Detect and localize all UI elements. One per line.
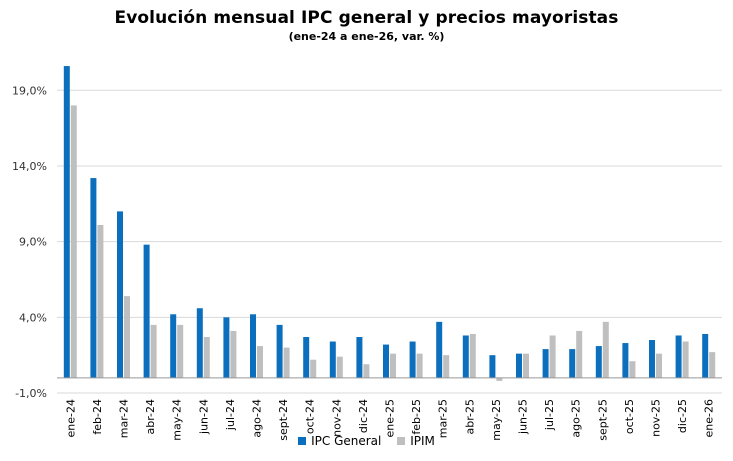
bar-ipc-mar-24 (117, 211, 123, 378)
gridlines (57, 89, 722, 394)
bar-ipc-jun-24 (196, 308, 203, 378)
bar-ipim-feb-25 (416, 353, 423, 378)
bar-ipim-nov-25 (656, 353, 662, 378)
x-tick-label: oct-24 (304, 399, 317, 434)
bar-ipim-ago-24 (257, 346, 263, 378)
legend-swatch-ipim (397, 437, 406, 445)
x-tick-label: sept-25 (596, 399, 609, 441)
bar-ipim-sept-24 (283, 347, 290, 378)
x-axis-ticks: ene-24 feb-24 mar-24 abr-24 may-24 jun-24 jul-… (64, 399, 715, 441)
bar-ipc-oct-24 (303, 336, 310, 378)
y-tick-label: 4,0% (19, 311, 47, 324)
bar-ipim-ene-25 (390, 353, 396, 378)
x-tick-label: jul-24 (224, 399, 237, 431)
bar-ipc-nov-25 (649, 340, 655, 378)
bar-ipim-ene-24 (70, 105, 77, 378)
legend-label-ipim: IPIM (410, 434, 435, 448)
x-tick-label: ene-26 (703, 399, 716, 437)
bar-ipim-jul-24 (230, 330, 237, 378)
bar-ipc-ene-25 (383, 344, 389, 378)
bar-ipc-jul-24 (223, 317, 230, 378)
bar-ipc-mar-25 (436, 321, 443, 378)
bar-ipim-feb-24 (97, 224, 104, 378)
x-tick-label: mar-25 (437, 399, 450, 438)
chart-subtitle: (ene-24 a ene-26, var. %) (288, 30, 445, 43)
bar-ipim-oct-25 (629, 361, 636, 378)
legend-item-ipim: IPIM (397, 434, 435, 448)
bar-ipc-may-25 (489, 355, 496, 378)
x-tick-label: oct-25 (623, 399, 636, 434)
legend-label-ipc: IPC General (311, 434, 382, 448)
bar-ipc-abr-24 (143, 244, 150, 378)
bar-ipc-oct-25 (622, 343, 629, 378)
x-tick-label: jun-25 (517, 399, 530, 435)
bar-ipim-dic-24 (363, 364, 370, 378)
legend: IPC General IPIM (0, 434, 733, 448)
legend-item-ipc: IPC General (298, 434, 381, 448)
bar-ipc-dic-25 (675, 335, 682, 378)
x-tick-label: feb-25 (410, 399, 423, 435)
bar-ipc-feb-24 (90, 178, 97, 378)
x-tick-label: dic-24 (357, 399, 370, 433)
bar-ipim-jul-25 (549, 335, 556, 378)
bar-ipim-may-25 (496, 377, 503, 381)
x-tick-label: jul-25 (543, 399, 556, 431)
bar-ipc-jun-25 (516, 353, 522, 378)
bar-ipim-jun-24 (203, 336, 210, 378)
bar-ipc-ago-25 (569, 349, 576, 378)
bar-ipc-abr-25 (462, 335, 469, 378)
bar-ipim-jun-25 (523, 353, 529, 378)
x-tick-label: may-25 (490, 399, 503, 441)
bar-ipc-ago-24 (250, 314, 256, 378)
x-tick-label: dic-25 (676, 399, 689, 433)
bar-ipim-nov-24 (336, 356, 343, 378)
x-tick-label: nov-24 (330, 399, 343, 437)
bar-ipim-ago-25 (576, 330, 583, 378)
y-tick-label: -1,0% (15, 387, 47, 400)
y-tick-label: 9,0% (19, 236, 47, 249)
bar-ipc-nov-24 (329, 341, 336, 378)
x-tick-label: may-24 (171, 399, 184, 441)
bar-ipc-sept-25 (595, 346, 602, 378)
bar-ipc-sept-24 (276, 324, 283, 378)
x-tick-label: ene-24 (64, 399, 77, 437)
x-tick-label: feb-24 (91, 399, 104, 435)
x-tick-label: abr-24 (144, 399, 157, 435)
bar-ipc-may-24 (170, 314, 177, 378)
bars (63, 66, 716, 381)
bar-ipim-dic-25 (682, 341, 689, 378)
bar-ipim-abr-25 (469, 333, 476, 378)
y-tick-label: 19,0% (12, 84, 47, 97)
x-tick-label: nov-25 (650, 399, 663, 437)
bar-ipim-mar-24 (124, 296, 130, 378)
chart-title: Evolución mensual IPC general y precios … (114, 8, 619, 28)
bar-ipim-may-24 (177, 324, 184, 378)
bar-ipim-abr-24 (150, 324, 157, 378)
bar-ipc-feb-25 (409, 341, 416, 378)
bar-ipim-ene-26 (709, 352, 716, 378)
y-tick-label: 14,0% (12, 160, 47, 173)
x-tick-label: ago-24 (251, 399, 264, 438)
bar-ipim-sept-25 (602, 321, 609, 378)
bar-ipc-dic-24 (356, 336, 363, 378)
bar-ipim-mar-25 (443, 355, 450, 378)
bar-ipim-oct-24 (310, 359, 317, 378)
x-tick-label: abr-25 (463, 399, 476, 435)
bar-ipc-ene-26 (702, 333, 709, 378)
bar-ipc-ene-24 (63, 66, 70, 378)
bar-ipc-jul-25 (542, 349, 549, 378)
x-tick-label: sept-24 (277, 399, 290, 441)
x-tick-label: ago-25 (570, 399, 583, 438)
x-tick-label: jun-24 (197, 399, 210, 435)
x-tick-label: mar-24 (118, 399, 131, 438)
y-axis-ticks: -1,0% 4,0% 9,0% 14,0% 19,0% (12, 84, 47, 400)
legend-swatch-ipc (298, 437, 307, 445)
x-tick-label: ene-25 (384, 399, 397, 437)
